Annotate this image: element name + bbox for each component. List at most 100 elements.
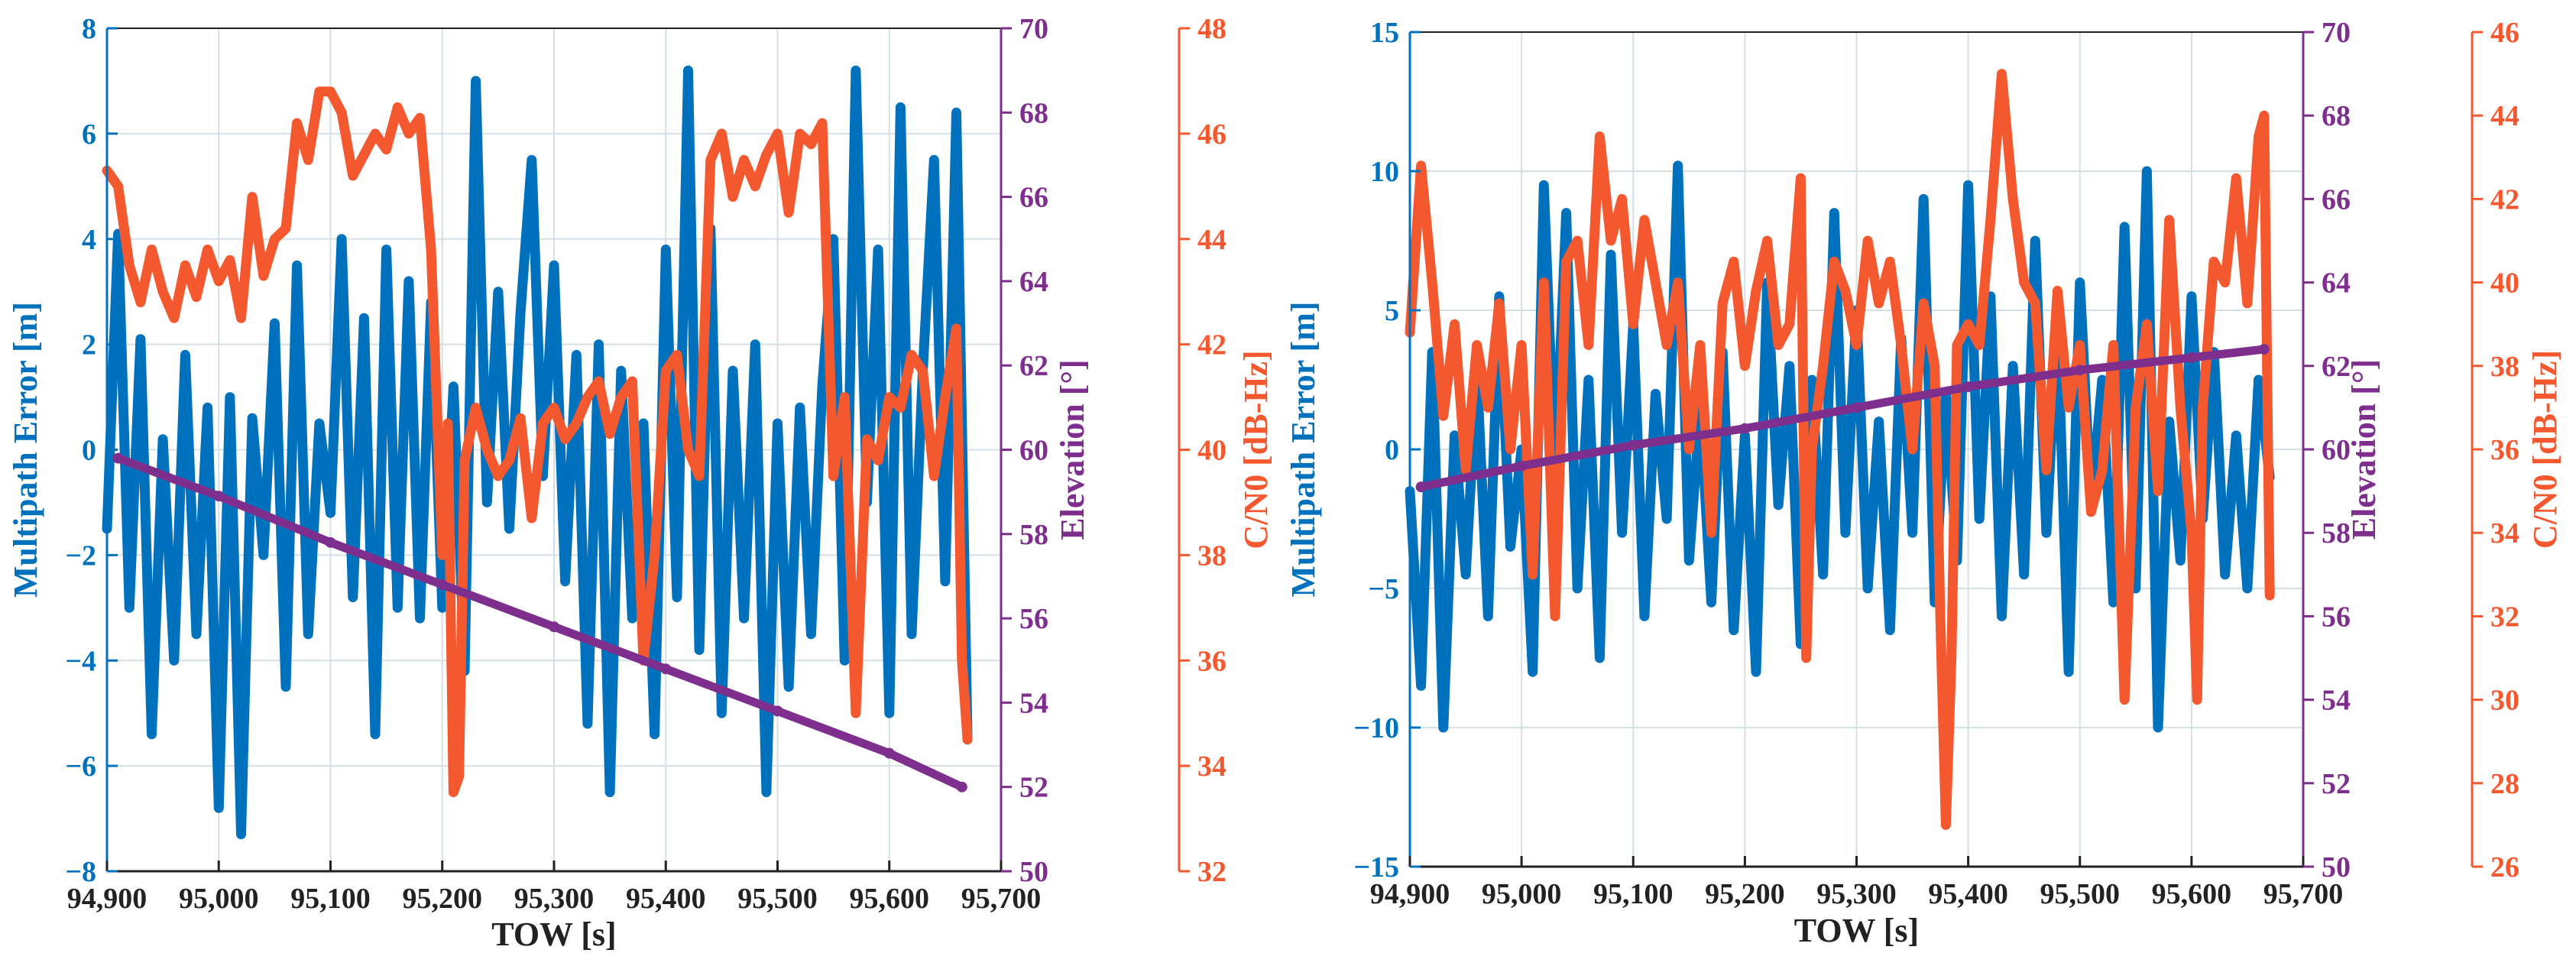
x-tick-label: 95,000 <box>1482 878 1562 910</box>
elevation-point <box>1516 460 1528 472</box>
x-tick-label: 94,900 <box>67 883 147 915</box>
cn0-tick-label: 34 <box>2490 517 2519 549</box>
elevation-tick-label: 56 <box>1019 603 1048 635</box>
x-tick-label: 95,400 <box>626 883 706 915</box>
elevation-point <box>112 452 124 464</box>
x-tick-label: 95,100 <box>1593 878 1674 910</box>
cn0-tick-label: 48 <box>1197 13 1226 45</box>
elevation-tick-label: 56 <box>2322 601 2351 633</box>
cn0-tick-label: 38 <box>1197 540 1226 572</box>
left-y-tick-label: −15 <box>1353 851 1399 883</box>
elevation-point <box>213 491 225 502</box>
left-y-tick-label: 4 <box>82 224 96 256</box>
x-tick-label: 95,300 <box>1816 878 1897 910</box>
elevation-point <box>883 747 895 759</box>
elevation-point <box>436 579 448 590</box>
left-y-tick-label: −8 <box>65 856 96 888</box>
cn0-tick-label: 32 <box>2490 601 2519 633</box>
cn0-tick-label: 26 <box>2490 851 2519 883</box>
elevation-tick-label: 50 <box>1019 856 1048 888</box>
x-tick-label: 95,600 <box>2152 878 2232 910</box>
cn0-tick-label: 34 <box>1197 750 1226 783</box>
elevation-tick-label: 52 <box>1019 772 1048 804</box>
cn0-tick-label: 44 <box>2490 100 2519 132</box>
left-y-tick-label: −2 <box>65 540 96 572</box>
x-tick-label: 95,200 <box>403 883 483 915</box>
left-panel: 94,900 95,000 95,100 95,200 95,300 95,400 95,5… <box>7 13 1275 953</box>
elevation-point <box>2186 352 2197 363</box>
elevation-point <box>1628 439 1639 451</box>
elevation-tick-label: 58 <box>1019 519 1048 551</box>
cn0-tick-label: 46 <box>1197 118 1226 151</box>
elevation-axis-label: Elevation [°] <box>1054 359 1091 540</box>
x-tick-label: 95,400 <box>1928 878 2008 910</box>
x-tick-label: 95,000 <box>179 883 259 915</box>
elevation-point <box>660 663 672 675</box>
elevation-point <box>549 621 559 633</box>
elevation-tick-label: 66 <box>2322 183 2351 216</box>
x-tick-label: 95,600 <box>850 883 930 915</box>
left-y-tick-label: −5 <box>1368 573 1399 605</box>
left-y-axis-label: Multipath Error [m] <box>1285 302 1322 598</box>
right-panel: 94,900 95,000 95,100 95,200 95,300 95,400 95,5… <box>1285 17 2564 949</box>
cn0-tick-label: 44 <box>1197 224 1226 256</box>
elevation-tick-label: 64 <box>1019 266 1048 298</box>
elevation-tick-label: 54 <box>1019 687 1048 719</box>
cn0-series <box>1405 69 2275 830</box>
left-y-tick-label: 6 <box>82 118 96 151</box>
elevation-point <box>1962 381 1974 393</box>
cn0-axis-label: C/N0 [dB-Hz] <box>1237 350 1275 549</box>
x-tick-label: 95,100 <box>290 883 371 915</box>
elevation-point <box>1739 423 1751 434</box>
left-y-tick-label: 5 <box>1385 295 1399 327</box>
left-y-axis-label: Multipath Error [m] <box>7 302 44 598</box>
elevation-tick-label: 62 <box>2322 351 2351 383</box>
elevation-tick-label: 70 <box>2322 17 2351 49</box>
cn0-tick-label: 28 <box>2490 768 2519 800</box>
elevation-tick-label: 52 <box>2322 768 2351 800</box>
left-y-tick-label: 0 <box>82 435 96 467</box>
elevation-tick-label: 60 <box>2322 434 2351 466</box>
left-y-tick-label: 15 <box>1370 17 1399 49</box>
elevation-tick-label: 68 <box>2322 100 2351 132</box>
left-y-tick-label: 2 <box>82 329 96 361</box>
x-tick-label: 95,500 <box>737 883 818 915</box>
cn0-tick-label: 46 <box>2490 17 2519 49</box>
cn0-tick-label: 36 <box>1197 645 1226 677</box>
elevation-point <box>2074 365 2085 376</box>
elevation-point <box>2258 343 2270 355</box>
x-tick-label: 94,900 <box>1370 878 1450 910</box>
elevation-point <box>325 537 336 548</box>
cn0-tick-label: 42 <box>1197 329 1226 361</box>
multipath-error-series <box>102 65 973 840</box>
left-y-tick-label: −6 <box>65 750 96 783</box>
elevation-tick-label: 64 <box>2322 267 2351 300</box>
x-tick-label: 95,500 <box>2040 878 2121 910</box>
cn0-tick-label: 38 <box>2490 351 2519 383</box>
left-y-tick-label: 0 <box>1385 434 1399 466</box>
cn0-tick-label: 36 <box>2490 434 2519 466</box>
cn0-tick-label: 30 <box>2490 685 2519 717</box>
x-tick-label: 95,300 <box>514 883 595 915</box>
left-y-tick-label: 8 <box>82 13 96 45</box>
left-y-tick-label: 10 <box>1370 156 1399 188</box>
x-axis-label: TOW [s] <box>491 916 616 953</box>
elevation-tick-label: 60 <box>1019 435 1048 467</box>
cn0-series <box>102 86 973 798</box>
cn0-tick-label: 32 <box>1197 856 1226 888</box>
elevation-tick-label: 50 <box>2322 851 2351 883</box>
elevation-tick-label: 62 <box>1019 350 1048 382</box>
x-axis-label: TOW [s] <box>1794 912 1919 949</box>
elevation-tick-label: 54 <box>2322 685 2351 717</box>
x-tick-label: 95,700 <box>961 883 1042 915</box>
elevation-tick-label: 66 <box>1019 182 1048 214</box>
cn0-tick-label: 40 <box>2490 267 2519 300</box>
elevation-axis-label: Elevation [°] <box>2345 359 2383 540</box>
cn0-tick-label: 42 <box>2490 183 2519 216</box>
elevation-point <box>1851 402 1862 413</box>
elevation-point <box>772 705 783 717</box>
elevation-point <box>1415 481 1427 493</box>
left-y-tick-label: −4 <box>65 645 96 677</box>
elevation-tick-label: 70 <box>1019 13 1048 45</box>
